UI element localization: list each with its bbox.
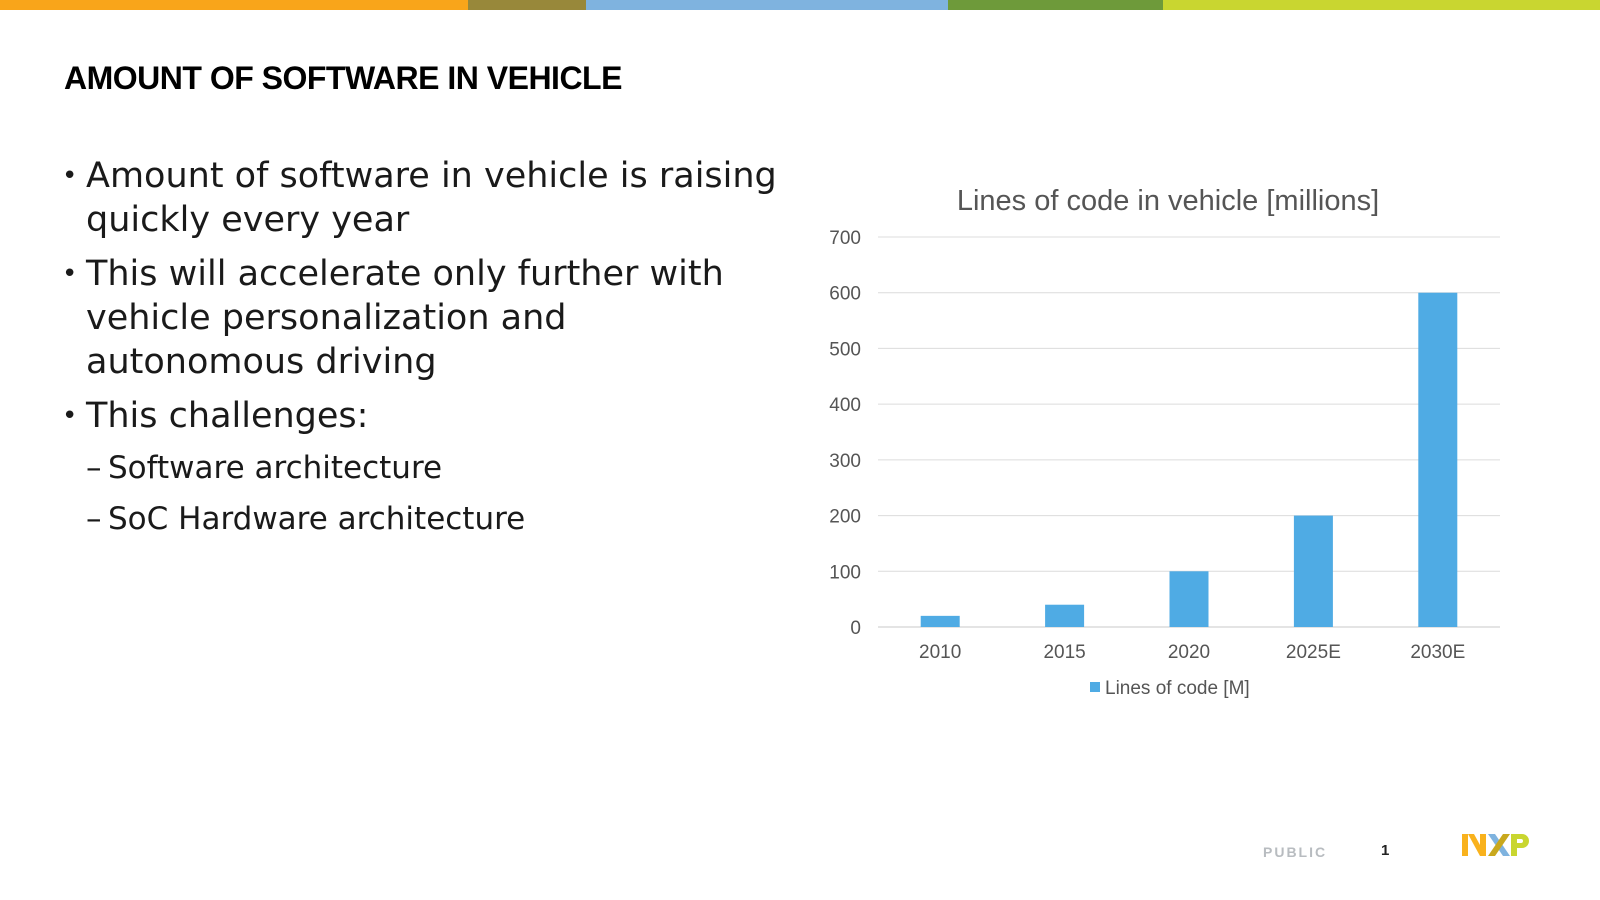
- sub-bullet-dash: –: [86, 450, 102, 486]
- y-tick-label: 300: [829, 451, 861, 472]
- legend-swatch: [1090, 682, 1100, 692]
- x-tick-label: 2030E: [1410, 642, 1465, 663]
- page-number: 1: [1381, 842, 1390, 859]
- bar: [1293, 515, 1333, 627]
- chart-y-tick-labels: 0 100 200 300 400 500 600 700: [829, 228, 861, 639]
- color-segment-green: [948, 0, 1163, 10]
- sub-bullet-text: Software architecture: [108, 450, 443, 486]
- x-tick-label: 2015: [1043, 642, 1085, 663]
- bullet-dot: •: [62, 259, 78, 289]
- x-tick-label: 2010: [919, 642, 961, 663]
- bar: [1045, 604, 1085, 627]
- nxp-logo: [1462, 834, 1529, 856]
- color-segment-orange: [0, 0, 468, 10]
- y-tick-label: 100: [829, 562, 861, 583]
- bullet-dot: •: [62, 161, 78, 191]
- x-tick-label: 2020: [1168, 642, 1210, 663]
- bullet-item: • This challenges:: [62, 394, 782, 438]
- slide-title: AMOUNT OF SOFTWARE IN VEHICLE: [64, 60, 622, 96]
- bullet-text: Amount of software in vehicle is raising…: [86, 156, 777, 240]
- color-segment-blue: [586, 0, 948, 10]
- bullet-dot: •: [62, 401, 78, 431]
- bullet-item: • This will accelerate only further with…: [62, 252, 782, 384]
- chart-bars: [920, 292, 1458, 627]
- y-tick-label: 400: [829, 395, 861, 416]
- bullet-text: This challenges:: [86, 396, 369, 436]
- y-tick-label: 500: [829, 339, 861, 360]
- chart-svg: Lines of code in vehicle [millions] 0 100…: [829, 185, 1500, 699]
- bullet-text: This will accelerate only further with v…: [86, 254, 724, 382]
- sub-bullet-item: – SoC Hardware architecture: [62, 499, 782, 539]
- y-tick-label: 600: [829, 284, 861, 305]
- legend-label: Lines of code [M]: [1105, 678, 1250, 699]
- classification-label: PUBLIC: [1263, 844, 1328, 860]
- y-tick-label: 700: [829, 228, 861, 249]
- bullet-item: • Amount of software in vehicle is raisi…: [62, 154, 782, 242]
- bar: [920, 615, 960, 627]
- bullet-list: • Amount of software in vehicle is raisi…: [62, 154, 782, 550]
- y-tick-label: 0: [850, 618, 861, 639]
- chart-gridlines: [878, 236, 1500, 628]
- sub-bullet-text: SoC Hardware architecture: [108, 501, 526, 537]
- chart-title: Lines of code in vehicle [millions]: [957, 185, 1379, 217]
- bar-chart: Lines of code in vehicle [millions] 0 100…: [800, 170, 1560, 730]
- color-segment-lime: [1163, 0, 1600, 10]
- top-color-bar: [0, 0, 1600, 10]
- chart-x-tick-labels: 2010 2015 2020 2025E 2030E: [919, 642, 1465, 663]
- bar: [1169, 571, 1209, 627]
- color-segment-olive: [468, 0, 586, 10]
- bar: [1418, 292, 1458, 627]
- sub-bullet-item: – Software architecture: [62, 448, 782, 488]
- x-tick-label: 2025E: [1286, 642, 1341, 663]
- y-tick-label: 200: [829, 507, 861, 528]
- sub-bullet-dash: –: [86, 501, 102, 537]
- chart-legend: Lines of code [M]: [1090, 678, 1250, 699]
